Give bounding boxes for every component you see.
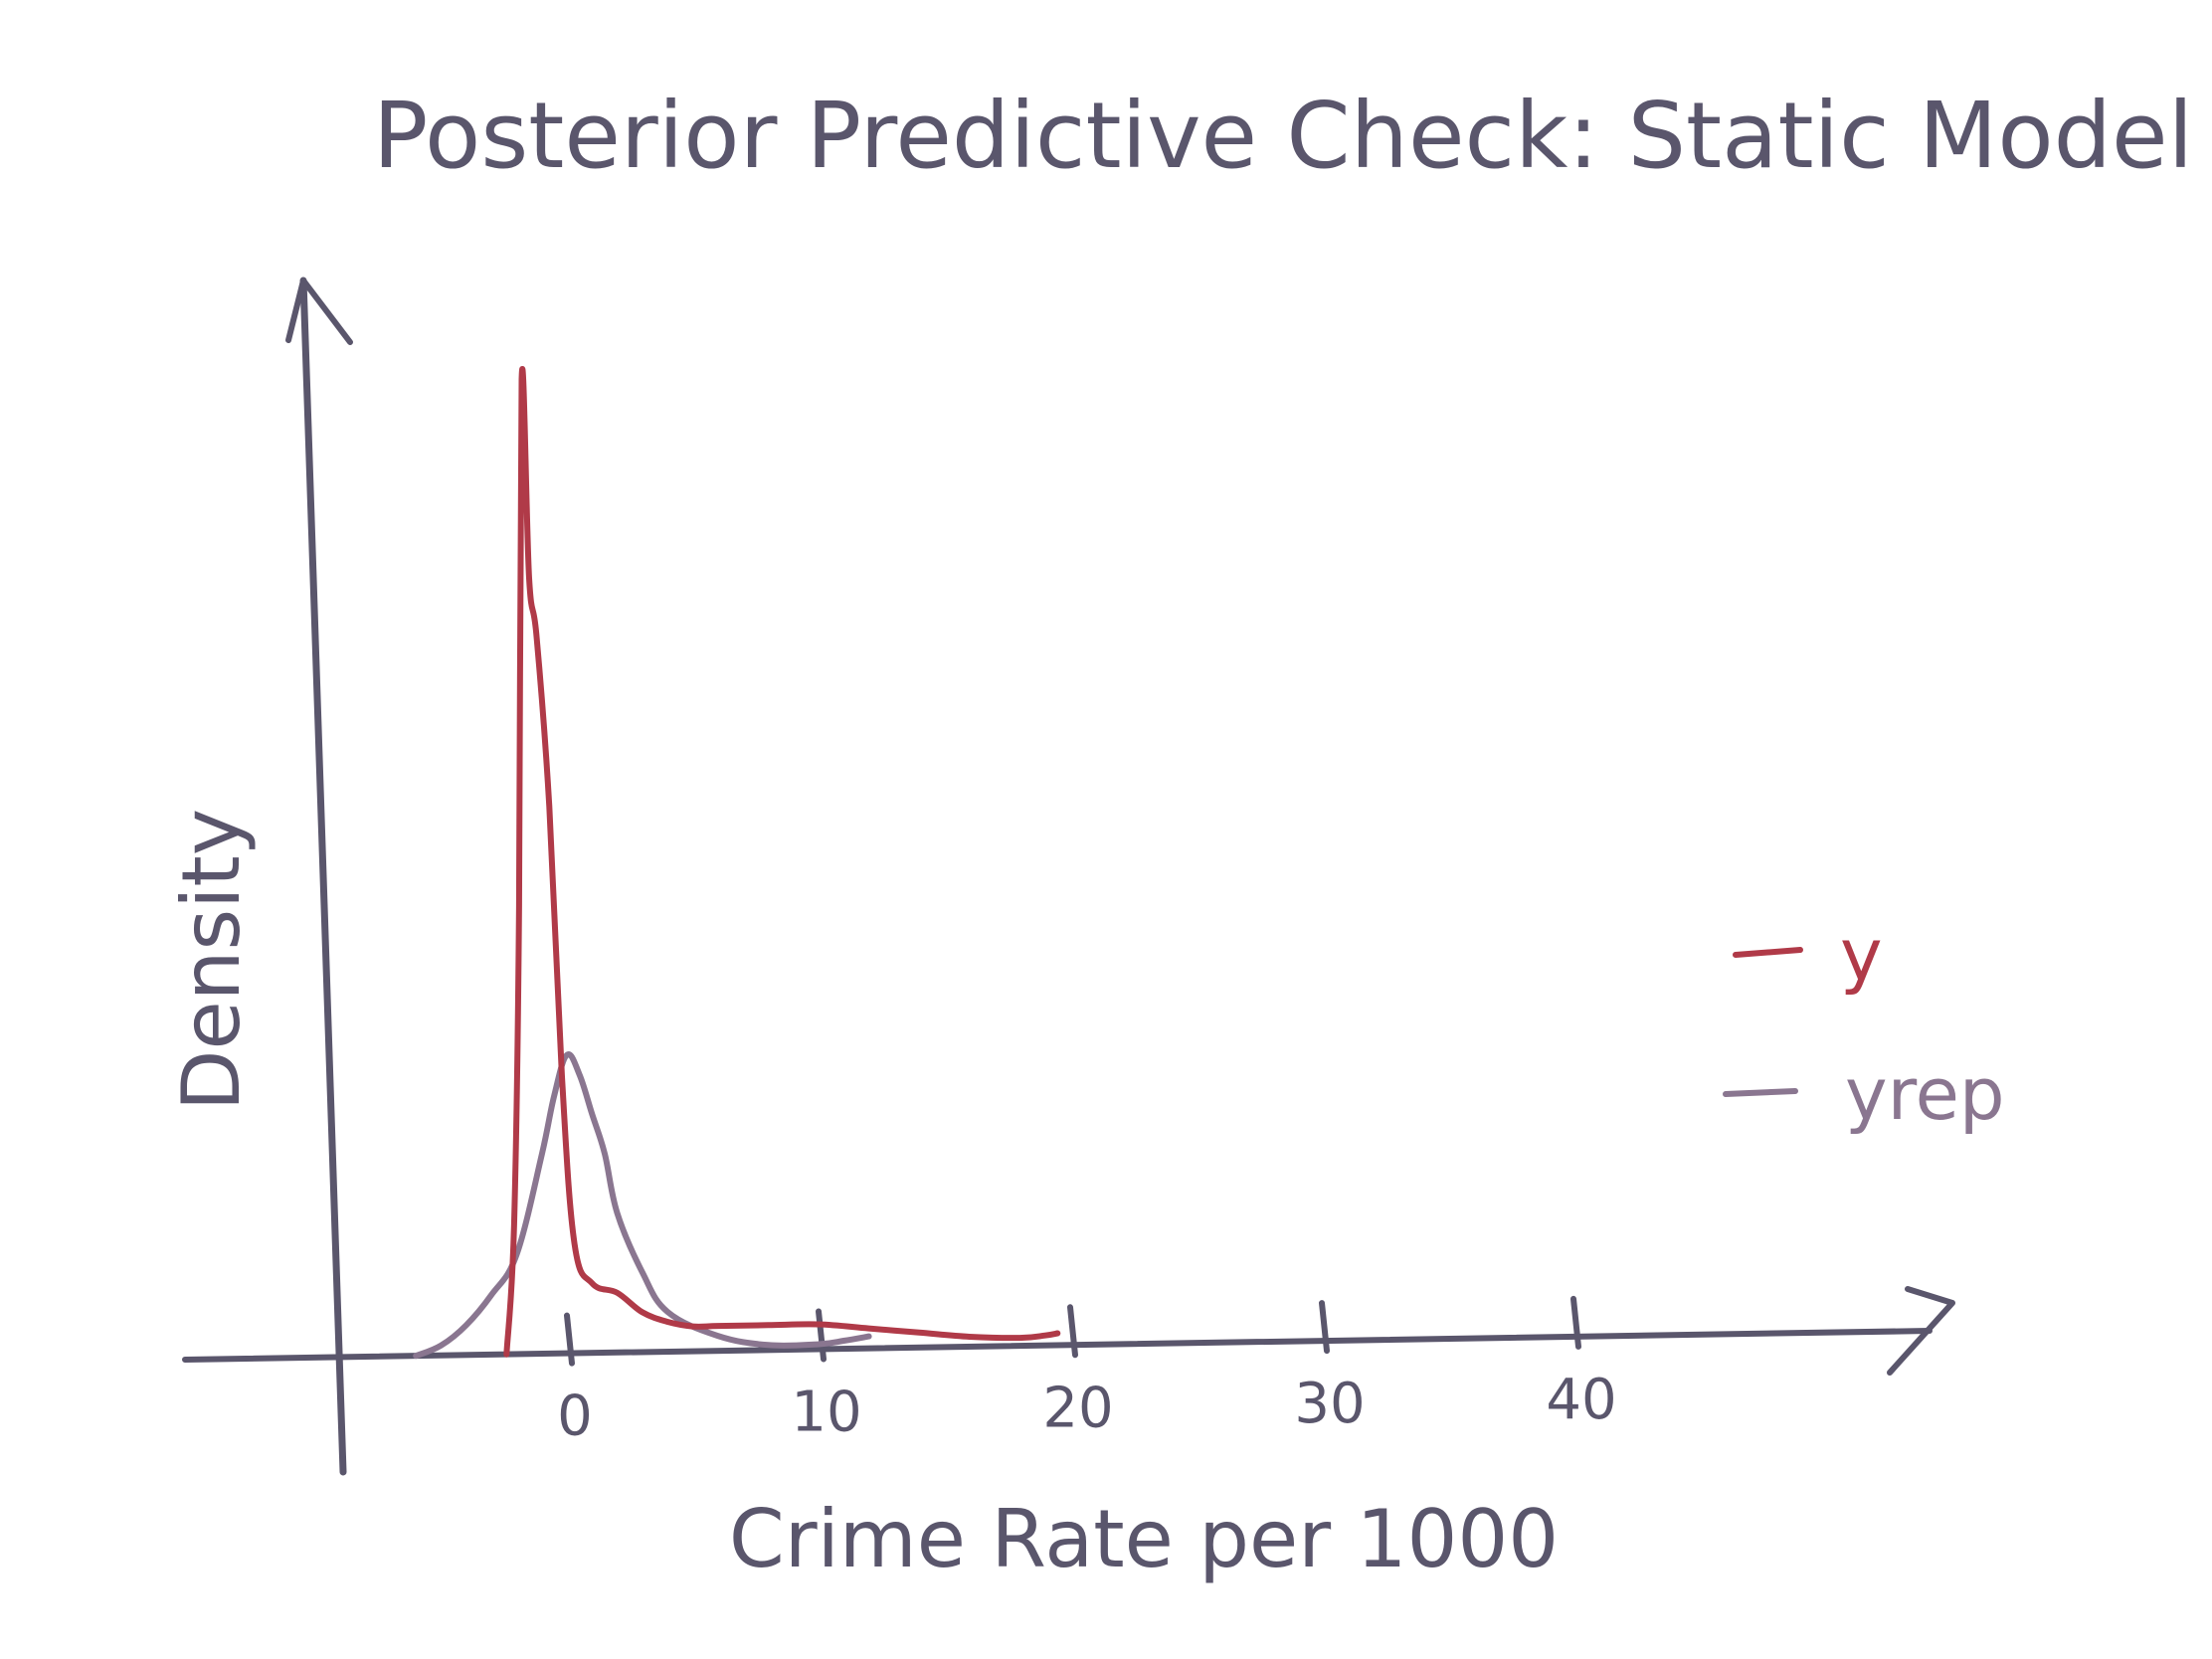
chart-title: Posterior Predictive Check: Static Model	[373, 83, 2193, 189]
legend-label-y: y	[1840, 913, 1883, 997]
x-tick-label-20: 20	[1042, 1376, 1113, 1440]
legend-swatch-y	[1733, 947, 1803, 958]
legend-swatch-yrep	[1723, 1088, 1798, 1097]
series-layer	[413, 366, 1061, 1360]
series-line-yrep	[413, 1051, 872, 1360]
x-tick-label-30: 30	[1294, 1372, 1365, 1436]
x-ticks: 0 10 20 30 40	[557, 1295, 1617, 1449]
legend-label-yrep: yrep	[1845, 1052, 2005, 1136]
legend-item-y: y	[1733, 913, 1883, 997]
x-axis-arrowhead	[1887, 1286, 1955, 1376]
x-axis	[182, 1286, 1955, 1376]
x-tick-0	[564, 1312, 575, 1367]
x-tick-label-10: 10	[791, 1380, 861, 1444]
x-tick-label-40: 40	[1546, 1368, 1616, 1432]
y-axis-arrowhead	[285, 277, 353, 345]
x-tick-30	[1319, 1300, 1330, 1355]
legend-item-yrep: yrep	[1723, 1052, 2005, 1136]
x-tick-10	[816, 1308, 827, 1363]
y-axis-line	[299, 276, 347, 1476]
y-axis	[285, 276, 353, 1476]
x-tick-40	[1570, 1295, 1581, 1350]
x-axis-label: Crime Rate per 1000	[729, 1493, 1559, 1585]
x-tick-label-0: 0	[557, 1384, 593, 1449]
x-axis-line	[182, 1328, 1933, 1363]
series-line-y	[503, 366, 1061, 1358]
y-axis-label: Density	[165, 809, 258, 1111]
legend: y yrep	[1723, 913, 2005, 1136]
x-tick-20	[1067, 1304, 1078, 1359]
